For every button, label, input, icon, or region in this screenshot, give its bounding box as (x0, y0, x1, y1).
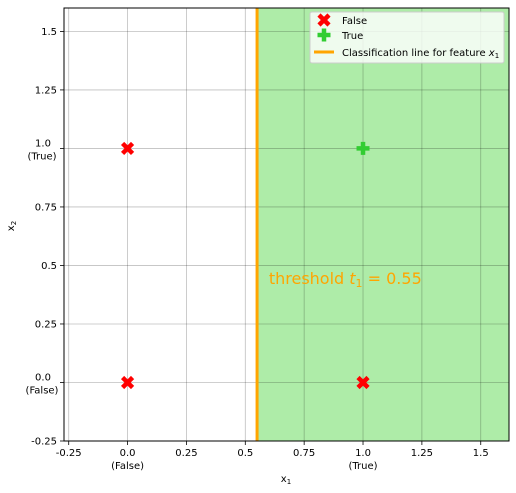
legend-label-false: False (342, 16, 367, 27)
legend-box (309, 11, 505, 64)
legend-marker-true (317, 28, 331, 42)
gridlines (64, 8, 509, 442)
legend-label-true: True (341, 31, 363, 42)
x-tick-sublabel: (False) (111, 461, 144, 472)
y-tick-label: 0.0 (35, 372, 51, 383)
x-tick-label: 0.75 (293, 448, 315, 459)
x-tick-label: 1.5 (473, 448, 489, 459)
point-false (120, 141, 135, 156)
legend-marker-false (317, 13, 331, 27)
legend: False True Classification line for featu… (309, 11, 505, 64)
y-tick-label: 1.25 (35, 85, 57, 96)
x-tick-label: 1.25 (411, 448, 433, 459)
y-tick-label: 1.5 (41, 27, 57, 38)
y-axis-ticks: -0.25 0.0 (False) 0.25 0.5 0.75 1.0 (True) 1.25 1… (26, 27, 64, 448)
point-false (120, 375, 135, 390)
x-tick-label: 0.5 (237, 448, 253, 459)
point-true (356, 141, 370, 155)
x-axis-ticks: -0.25 0.0 (False) 0.25 0.5 0.75 1.0 (True) 1.25 1… (56, 441, 489, 472)
x-tick-sublabel: (True) (348, 461, 377, 472)
legend-label-threshold: Classification line for feature x1 (342, 48, 499, 60)
x-tick-label: 0.0 (120, 448, 136, 459)
data-points (120, 141, 370, 390)
x-tick-label: -0.25 (56, 448, 82, 459)
y-tick-label: 0.75 (35, 202, 57, 213)
true-region (257, 8, 509, 441)
x-tick-label: 1.0 (355, 448, 371, 459)
x-axis-label: x1 (281, 474, 291, 486)
plot-frame (63, 7, 510, 442)
point-false (356, 375, 370, 390)
y-axis-label: x2 (6, 221, 18, 231)
y-tick-label: 1.0 (35, 138, 51, 149)
y-tick-label: -0.25 (31, 437, 57, 448)
x-tick-label: 0.25 (175, 448, 197, 459)
y-tick-label: 0.5 (41, 261, 57, 272)
threshold-annotation: threshold t1 = 0.55 (269, 269, 422, 290)
y-tick-sublabel: (True) (27, 151, 56, 162)
y-tick-sublabel: (False) (26, 385, 59, 396)
y-tick-label: 0.25 (35, 319, 57, 330)
